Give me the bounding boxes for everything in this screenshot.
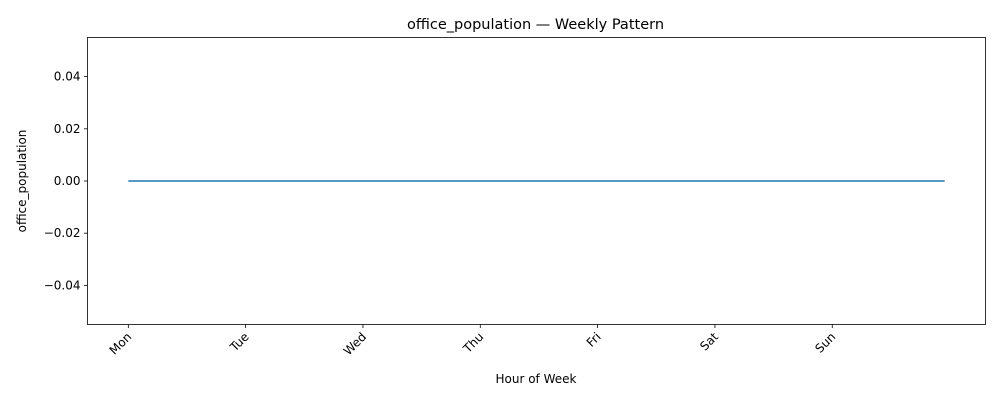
x-tick-label: Tue	[227, 330, 252, 355]
x-tick-label: Sun	[812, 330, 838, 356]
chart-title: office_population — Weekly Pattern	[407, 17, 664, 33]
y-axis: −0.04 −0.02 0.00 0.02 0.04	[44, 70, 88, 292]
x-tick-label: Wed	[341, 330, 369, 358]
x-axis: Mon Tue Wed Thu Fri Sat Sun	[107, 324, 838, 358]
x-tick-label: Sat	[697, 330, 721, 354]
x-tick-label: Fri	[584, 330, 604, 350]
x-tick-label: Mon	[107, 330, 135, 358]
x-tick-label: Thu	[460, 330, 487, 357]
y-tick-label: −0.02	[44, 226, 81, 240]
y-axis-label: office_population	[15, 130, 29, 233]
x-axis-label: Hour of Week	[496, 372, 577, 386]
y-tick-label: −0.04	[44, 278, 81, 292]
y-tick-label: 0.04	[54, 70, 81, 84]
y-tick-label: 0.02	[54, 122, 81, 136]
y-tick-label: 0.00	[54, 174, 81, 188]
